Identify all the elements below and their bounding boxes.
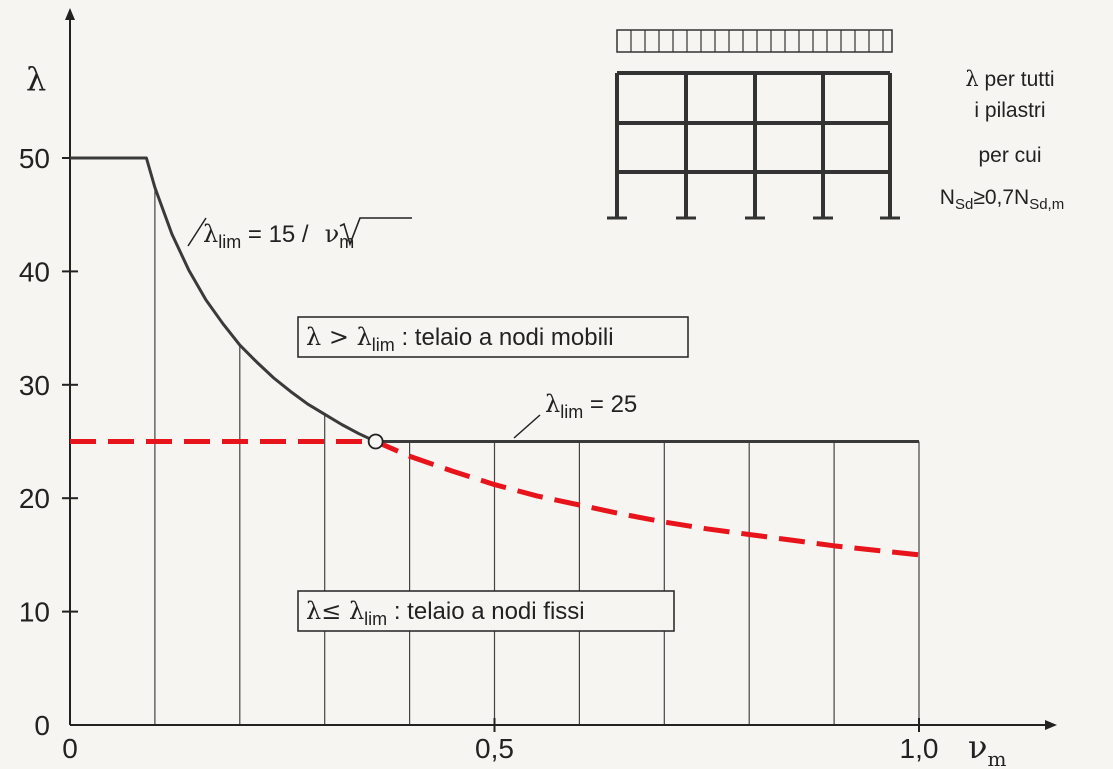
y-tick-label: 0 — [34, 710, 50, 741]
curve-formula-label: λlim = 15 /νm — [203, 220, 354, 252]
transition-point-marker — [367, 433, 384, 450]
y-tick-label: 10 — [19, 597, 50, 628]
plateau-label: λlim = 25 — [545, 390, 637, 422]
grid-lines — [154, 187, 920, 725]
side-note: λ per tutti i pilastri per cui NSd≥0,7NS… — [940, 67, 1064, 213]
sqrt-sign — [339, 217, 412, 247]
y-axis-label: λ — [26, 60, 46, 98]
x-tick-label: 1,0 — [900, 733, 939, 764]
y-tick-label: 30 — [19, 370, 50, 401]
series-layer — [70, 156, 920, 558]
fixed-frame-box: λ≤ λlim : telaio a nodi fissi — [297, 590, 675, 632]
y-tick-label: 50 — [19, 143, 50, 174]
x-tick-label: 0,5 — [475, 733, 514, 764]
svg-text:λ≤ λlim : telaio a nodi fissi: λ≤ λlim : telaio a nodi fissi — [306, 597, 585, 629]
distributed-load-icon — [616, 29, 893, 53]
x-axis-label: νm — [968, 728, 1006, 769]
x-ticks: 0 0,5 1,0 — [62, 718, 938, 764]
y-ticks: 0 10 20 30 40 50 — [19, 143, 78, 741]
y-tick-label: 20 — [19, 483, 50, 514]
series-highlight — [70, 439, 920, 558]
x-tick-label: 0 — [62, 733, 78, 764]
series-limit-curve — [70, 156, 377, 443]
plateau-leader — [513, 414, 541, 439]
frame-diagram — [607, 29, 900, 220]
svg-text:i pilastri: i pilastri — [974, 99, 1045, 122]
svg-text:per cui: per cui — [978, 144, 1041, 167]
formula-leader — [187, 217, 207, 247]
svg-text:λ per tutti: λ per tutti — [965, 67, 1054, 91]
mobile-frame-box: λ > λlim : telaio a nodi mobili — [297, 316, 689, 358]
svg-text:NSd≥0,7NSd,m: NSd≥0,7NSd,m — [940, 186, 1064, 213]
svg-text:λ > λlim : telaio a nodi mobil: λ > λlim : telaio a nodi mobili — [306, 323, 614, 355]
y-tick-label: 40 — [19, 256, 50, 287]
